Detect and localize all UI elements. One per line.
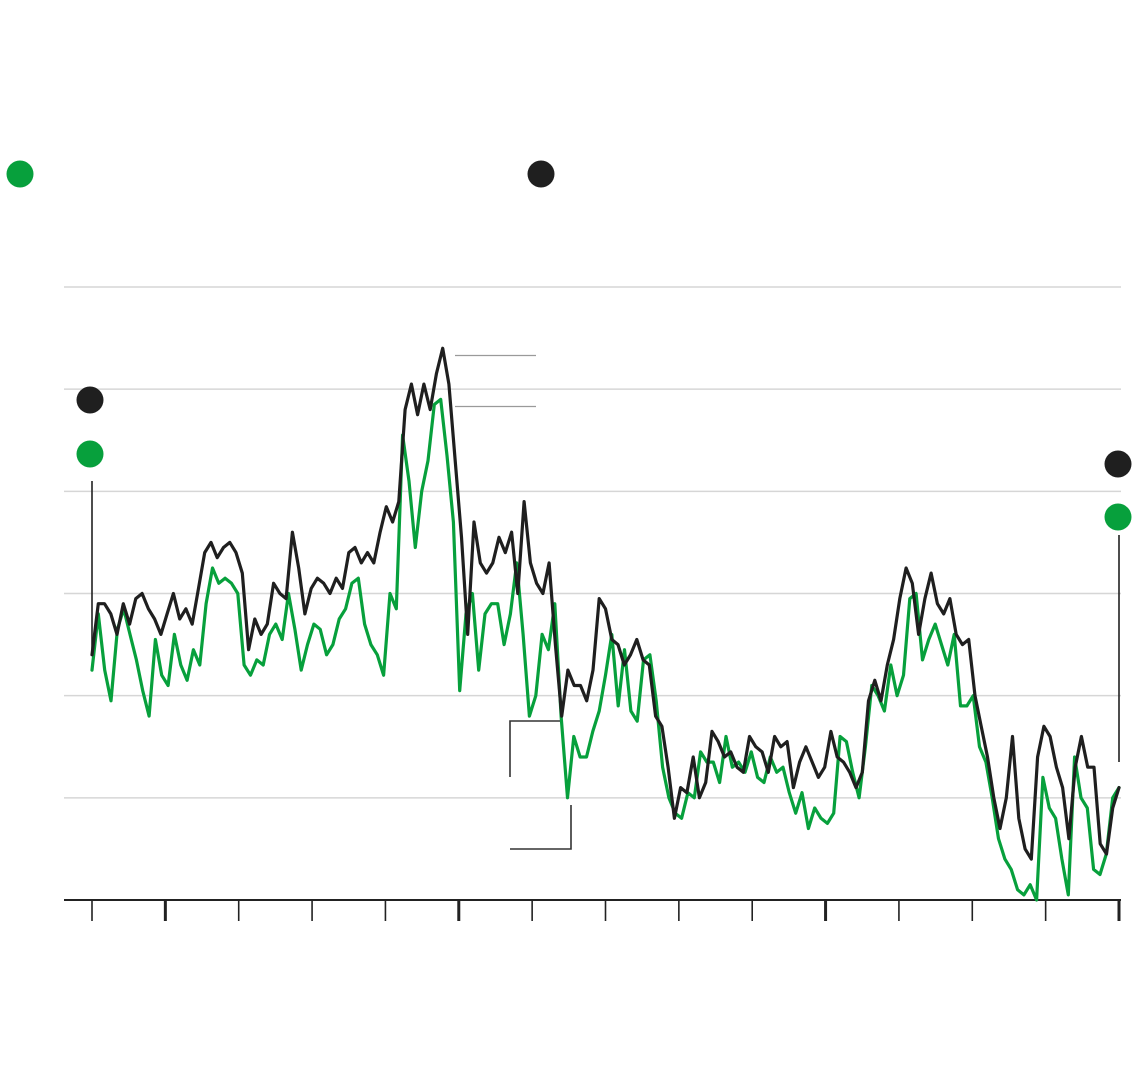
series-lines <box>90 346 1121 902</box>
legend <box>6 160 555 188</box>
start-marker-green <box>76 440 104 468</box>
gridlines <box>64 286 1121 799</box>
legend-green-dot <box>6 160 34 188</box>
x-axis <box>64 899 1121 921</box>
series-line-green <box>90 397 1121 902</box>
start-marker-black <box>76 386 104 414</box>
callout-bracket-upper <box>509 720 560 777</box>
callout-bracket-lower <box>510 805 572 850</box>
series-line-black <box>90 346 1121 861</box>
legend-black-dot <box>527 160 555 188</box>
end-marker-black <box>1104 450 1132 478</box>
annotations <box>91 354 1120 850</box>
end-marker-green <box>1104 503 1132 531</box>
series-endpoints <box>76 386 1132 531</box>
